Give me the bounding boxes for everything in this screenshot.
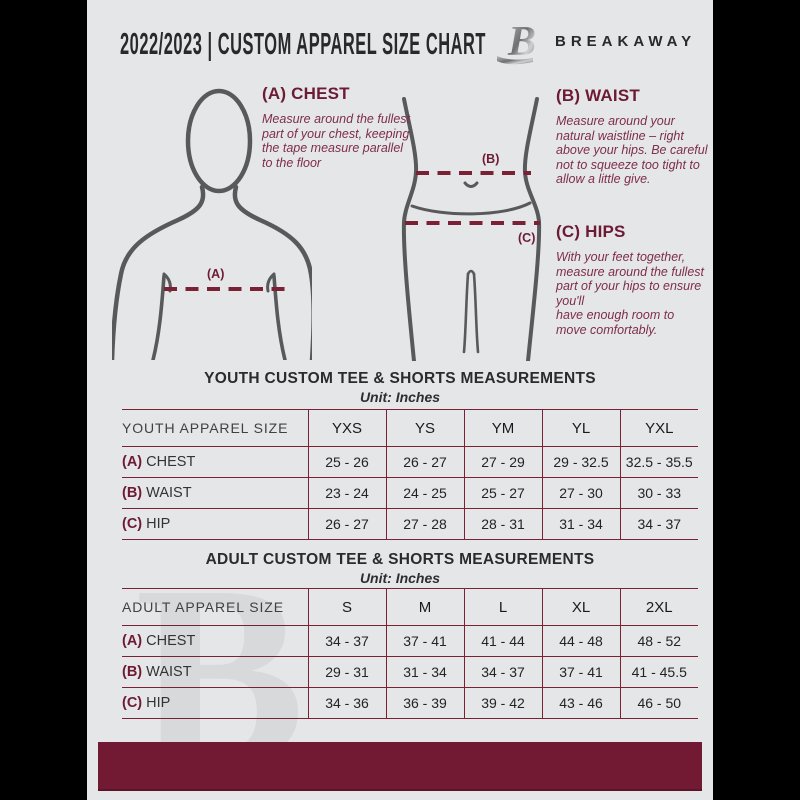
size-col-header: YM: [463, 409, 542, 447]
adult-table-unit: Unit: Inches: [359, 570, 441, 586]
size-col-header: XL: [541, 588, 620, 626]
adult-size-table: ADULT APPAREL SIZE S M L XL 2XL (A) CHES…: [122, 588, 698, 719]
table-row: (B) WAIST 29 - 31 31 - 34 34 - 37 37 - 4…: [122, 656, 698, 688]
table-header-row: YOUTH APPAREL SIZE YXS YS YM YL YXL: [122, 409, 698, 447]
cell-value: 32.5 - 35.5: [619, 446, 698, 478]
row-label: (A) CHEST: [122, 446, 308, 478]
waist-instruction-block: (B) WAIST Measure around your natural wa…: [556, 86, 708, 187]
chest-heading: (A) CHEST: [262, 84, 350, 103]
table-row: (C) HIP 26 - 27 27 - 28 28 - 31 31 - 34 …: [122, 508, 698, 540]
cell-value: 31 - 34: [385, 656, 464, 688]
row-measure: HIP: [146, 516, 171, 532]
row-label: (B) WAIST: [122, 477, 308, 509]
size-col-header: YXL: [619, 409, 698, 447]
size-col-header: L: [463, 588, 542, 626]
cell-value: 46 - 50: [619, 687, 698, 719]
cell-value: 39 - 42: [463, 687, 542, 719]
hips-figure-label: (C): [518, 231, 535, 245]
cell-value: 25 - 26: [307, 446, 386, 478]
row-key: (B): [122, 485, 143, 501]
svg-text:B: B: [507, 19, 536, 65]
adult-table-title: ADULT CUSTOM TEE & SHORTS MEASUREMENTS: [205, 551, 595, 568]
row-label: (C) HIP: [122, 687, 308, 719]
size-col-header: M: [385, 588, 464, 626]
navel-mark: [463, 181, 479, 188]
table-row: (B) WAIST 23 - 24 24 - 25 25 - 27 27 - 3…: [122, 477, 698, 509]
cell-value: 27 - 28: [385, 508, 464, 540]
cell-value: 23 - 24: [307, 477, 386, 509]
size-col-header: 2XL: [619, 588, 698, 626]
breakaway-logo-icon: B: [497, 19, 536, 65]
waist-figure-label: (B): [482, 152, 499, 166]
chest-figure-label: (A): [207, 267, 224, 281]
hips-instruction-block: (C) HIPS With your feet together, measur…: [556, 222, 708, 337]
cell-value: 26 - 27: [307, 508, 386, 540]
cell-value: 41 - 45.5: [619, 656, 698, 688]
adult-size-header: ADULT APPAREL SIZE: [122, 588, 308, 626]
cell-value: 29 - 31: [307, 656, 386, 688]
row-measure: HIP: [146, 695, 171, 711]
cell-value: 28 - 31: [463, 508, 542, 540]
cell-value: 31 - 34: [541, 508, 620, 540]
brand-wordmark: BREAKAWAY: [555, 33, 697, 50]
cell-value: 34 - 37: [619, 508, 698, 540]
cell-value: 37 - 41: [385, 625, 464, 657]
row-key: (A): [122, 633, 143, 649]
row-key: (A): [122, 454, 143, 470]
size-col-header: YS: [385, 409, 464, 447]
youth-table-unit: Unit: Inches: [359, 389, 441, 405]
page-title: 2022/2023 | CUSTOM APPAREL SIZE CHART: [120, 26, 486, 61]
row-measure: CHEST: [146, 454, 196, 470]
row-measure: WAIST: [146, 664, 192, 680]
cell-value: 34 - 36: [307, 687, 386, 719]
waist-hips-figure: (B) (C): [401, 97, 542, 361]
hips-heading: (C) HIPS: [556, 222, 626, 241]
cell-value: 44 - 48: [541, 625, 620, 657]
size-col-header: YL: [541, 409, 620, 447]
cell-value: 34 - 37: [307, 625, 386, 657]
row-measure: CHEST: [146, 633, 196, 649]
chest-instruction-block: (A) CHEST Measure around the fullest par…: [262, 84, 414, 170]
row-key: (C): [122, 695, 143, 711]
cell-value: 29 - 32.5: [541, 446, 620, 478]
youth-size-header: YOUTH APPAREL SIZE: [122, 409, 308, 447]
row-label: (A) CHEST: [122, 625, 308, 657]
footer-accent-bar: [98, 742, 702, 791]
size-chart-document: B 2022/2023 | CUSTOM APPAREL SIZE CHART …: [87, 0, 713, 800]
cell-value: 48 - 52: [619, 625, 698, 657]
head-outline: [185, 88, 253, 194]
row-key: (C): [122, 516, 143, 532]
cell-value: 43 - 46: [541, 687, 620, 719]
cell-value: 25 - 27: [463, 477, 542, 509]
cell-value: 26 - 27: [385, 446, 464, 478]
row-label: (C) HIP: [122, 508, 308, 540]
row-label: (B) WAIST: [122, 656, 308, 688]
youth-table-title: YOUTH CUSTOM TEE & SHORTS MEASUREMENTS: [204, 370, 596, 387]
chest-description: Measure around the fullest part of your …: [262, 112, 411, 170]
cell-value: 34 - 37: [463, 656, 542, 688]
cell-value: 37 - 41: [541, 656, 620, 688]
size-col-header: S: [307, 588, 386, 626]
cell-value: 27 - 30: [541, 477, 620, 509]
waist-heading: (B) WAIST: [556, 86, 640, 105]
youth-size-table: YOUTH APPAREL SIZE YXS YS YM YL YXL (A) …: [122, 409, 698, 540]
cell-value: 36 - 39: [385, 687, 464, 719]
table-row: (C) HIP 34 - 36 36 - 39 39 - 42 43 - 46 …: [122, 687, 698, 719]
table-row: (A) CHEST 25 - 26 26 - 27 27 - 29 29 - 3…: [122, 446, 698, 478]
cell-value: 24 - 25: [385, 477, 464, 509]
row-measure: WAIST: [146, 485, 192, 501]
torso-chest-figure: (A): [112, 88, 312, 360]
waist-description: Measure around your natural waistline – …: [556, 114, 708, 186]
hips-description: With your feet together, measure around …: [556, 250, 705, 337]
size-col-header: YXS: [307, 409, 386, 447]
table-row: (A) CHEST 34 - 37 37 - 41 41 - 44 44 - 4…: [122, 625, 698, 657]
cell-value: 30 - 33: [619, 477, 698, 509]
table-header-row: ADULT APPAREL SIZE S M L XL 2XL: [122, 588, 698, 626]
cell-value: 27 - 29: [463, 446, 542, 478]
cell-value: 41 - 44: [463, 625, 542, 657]
row-key: (B): [122, 664, 143, 680]
